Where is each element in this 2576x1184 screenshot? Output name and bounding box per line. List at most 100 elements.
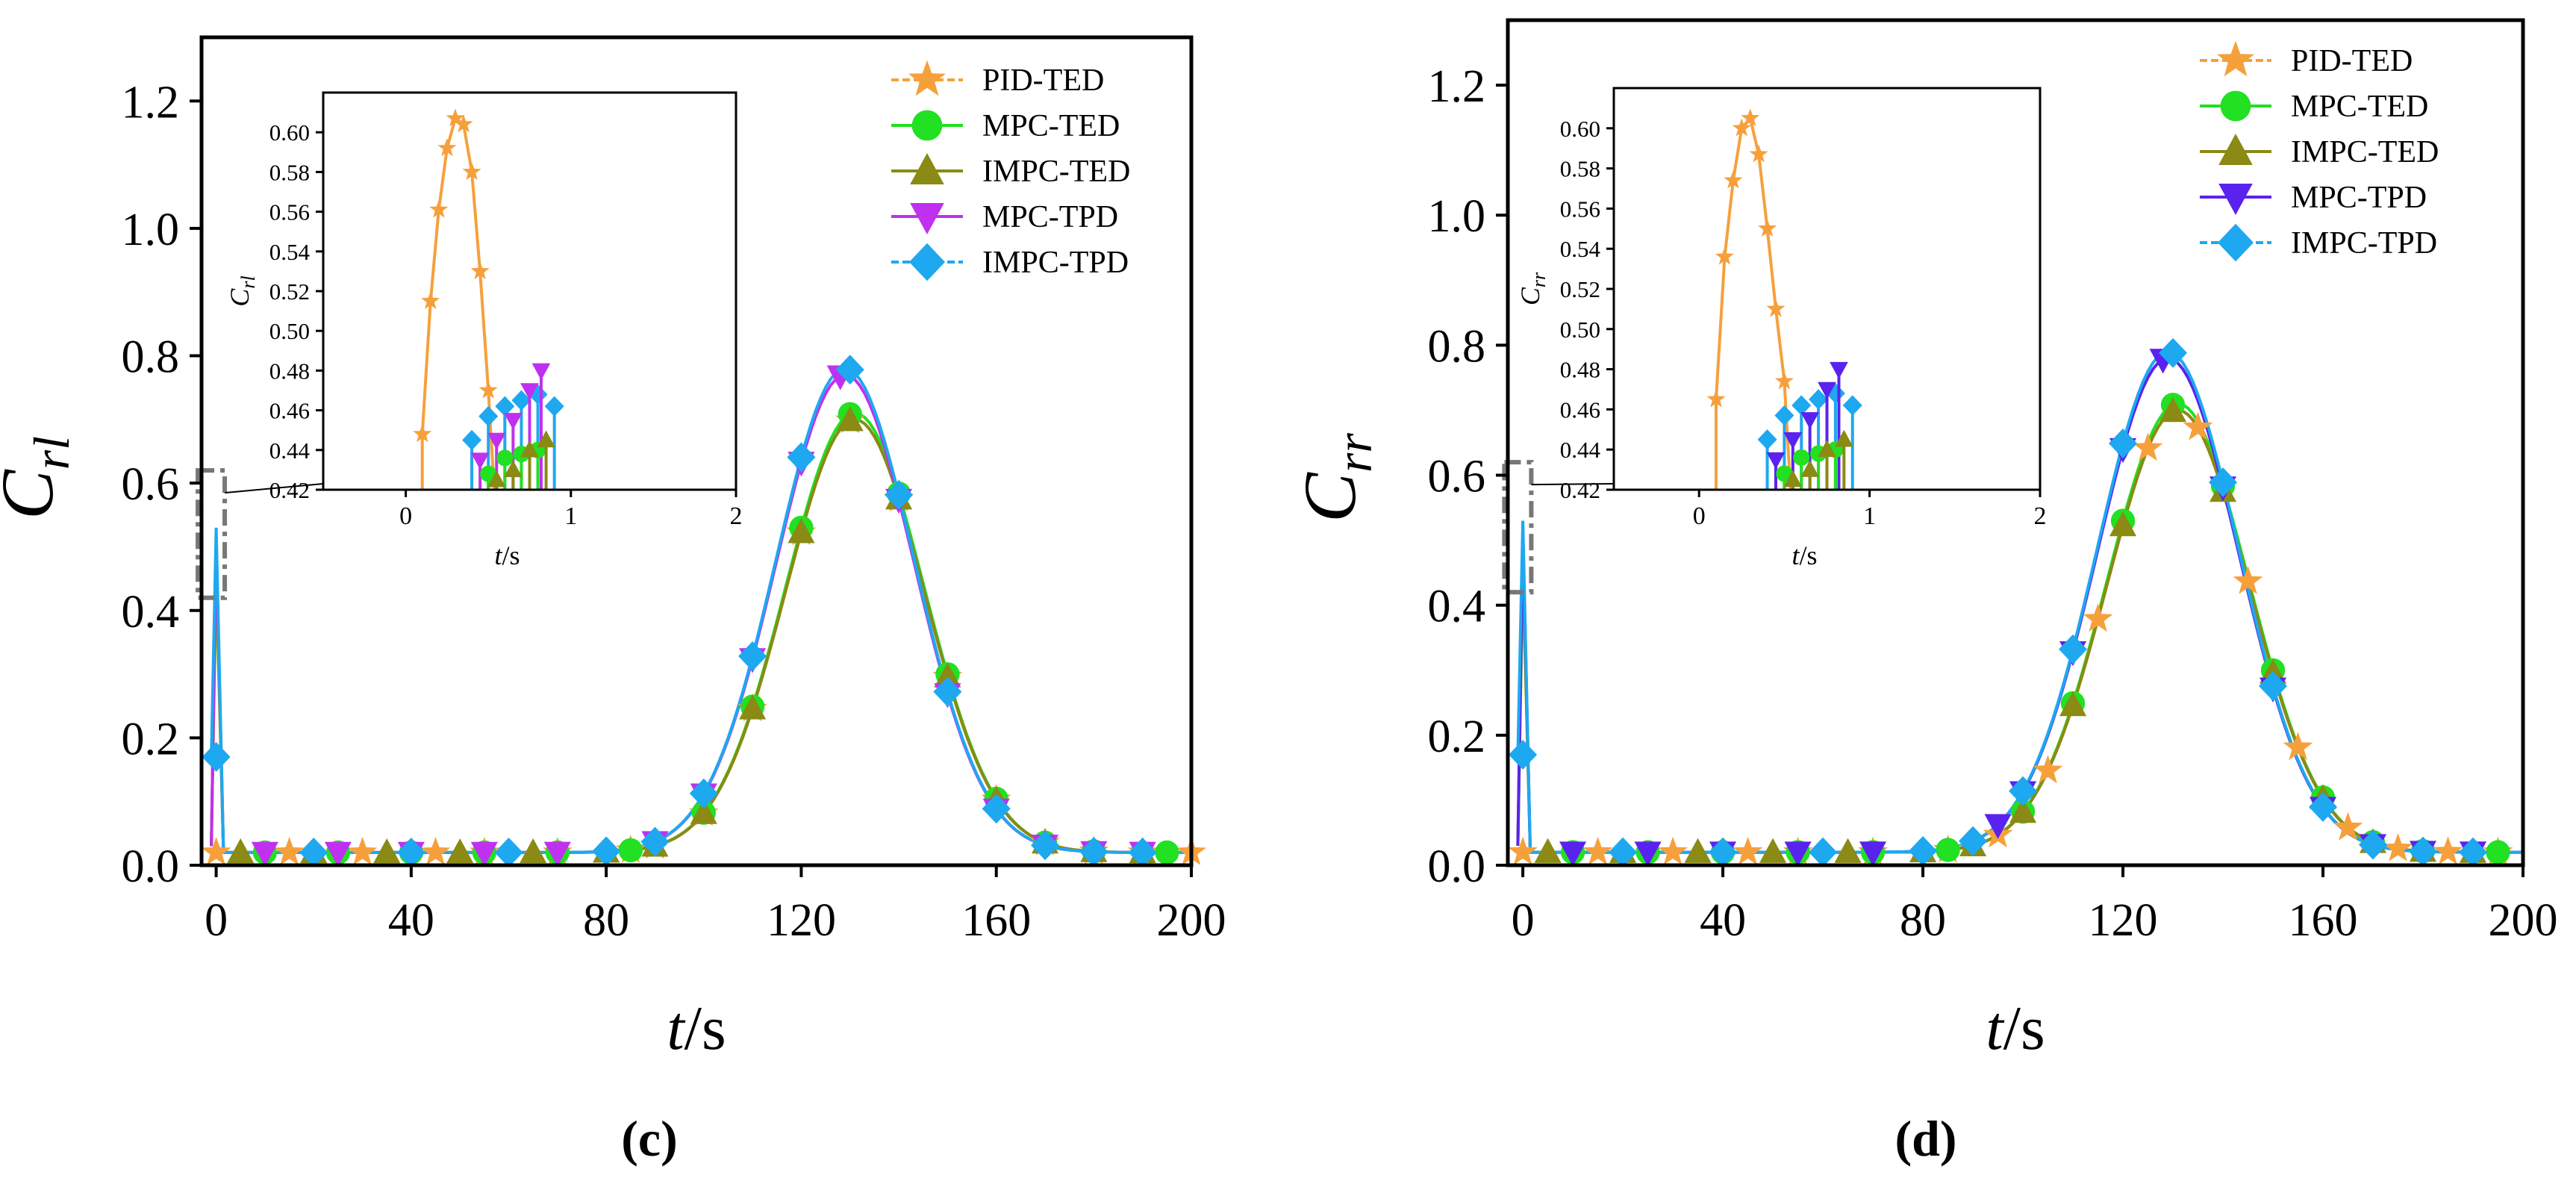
inset-point-impc-ted (504, 460, 523, 478)
inset-point-pid-ted (1774, 371, 1794, 390)
data-point-impc-tpd (738, 641, 767, 671)
inset-point-impc-tpd (495, 396, 515, 417)
x-axis-label-unit: /s (2003, 994, 2045, 1063)
legend-marker-impc-ted (2218, 134, 2253, 165)
inset-point-pid-ted (1758, 219, 1777, 237)
panel-label: (c) (621, 1110, 677, 1167)
data-point-pid-ted (1733, 836, 1763, 865)
y-tick-label: 0.0 (1428, 841, 1486, 892)
inset-point-mpc-ted (1793, 449, 1810, 467)
zoom-region-box (1502, 460, 1534, 595)
data-point-impc-tpd (689, 778, 718, 808)
inset-data (1706, 108, 1862, 490)
inset-y-tick-label: 0.56 (269, 199, 310, 225)
inset-point-impc-tpd (544, 396, 564, 417)
inset-point-mpc-tpd (531, 363, 551, 381)
inset-data (413, 108, 564, 490)
data-point-pid-ted (2133, 432, 2163, 461)
inset-x-tick-label: 0 (399, 502, 412, 530)
data-point-impc-ted (1684, 838, 1712, 863)
data-point-pid-ted (2083, 603, 2113, 632)
x-tick-label: 200 (2489, 895, 2558, 946)
data-point-pid-ted (420, 837, 451, 865)
inset-x-tick-label: 0 (1693, 502, 1706, 530)
inset-point-mpc-tpd (520, 383, 539, 400)
inset-point-pid-ted (421, 291, 440, 309)
data-point-impc-tpd (2359, 829, 2388, 860)
inset-point-pid-ted (437, 138, 457, 157)
inset-point-pid-ted (478, 380, 498, 399)
inset-y-tick-label: 0.46 (1560, 396, 1600, 423)
y-tick-label: 1.2 (122, 77, 180, 128)
data-point-mpc-tpd (470, 841, 498, 867)
data-point-mpc-tpd (543, 841, 571, 867)
x-axis-label: t/s (667, 994, 726, 1063)
inset-point-impc-ted (1818, 440, 1836, 457)
zoom-connector-line (224, 483, 324, 494)
data-point-impc-tpd (2309, 791, 2338, 822)
data-point-impc-tpd (1809, 837, 1838, 867)
inset-point-pid-ted (1715, 246, 1734, 265)
data-point-impc-tpd (787, 442, 816, 473)
data-point-impc-tpd (1909, 835, 1938, 866)
data-point-impc-ted (520, 838, 547, 864)
data-point-mpc-ted (2486, 840, 2510, 864)
data-point-impc-ted (227, 838, 255, 864)
data-point-impc-ted (934, 662, 961, 688)
y-tick-label: 0.8 (1428, 321, 1486, 372)
data-point-impc-tpd (2059, 634, 2088, 664)
x-tick-label: 80 (1900, 895, 1946, 946)
data-point-pid-ted (1658, 836, 1688, 865)
data-point-impc-ted (690, 799, 717, 824)
inset-point-impc-tpd (1791, 395, 1812, 416)
panel-d: 0 40 80 120 160 2000.00.20.40.60.81.01.2Crrt/… (1288, 18, 2558, 1167)
inset-point-pid-ted (470, 261, 490, 280)
legend-label-impc-tpd: IMPC-TPD (982, 246, 1129, 280)
data-point-impc-ted (2009, 798, 2037, 823)
data-point-impc-tpd (299, 837, 328, 867)
y-axis-label-subscript: rr (1326, 433, 1382, 473)
x-axis-label-unit: /s (684, 994, 726, 1063)
y-tick-label: 0.8 (122, 332, 180, 383)
y-tick-label: 0.6 (1428, 452, 1486, 502)
y-axis-label: Crl (0, 436, 80, 520)
data-point-impc-tpd (885, 479, 914, 510)
legend-marker-pid-ted (2216, 40, 2255, 77)
inset-point-impc-ted (537, 430, 555, 448)
legend-marker-impc-tpd (909, 243, 945, 281)
inset-y-tick-label: 0.42 (1560, 477, 1600, 503)
legend-marker-mpc-ted (2220, 90, 2251, 122)
data-point-pid-ted (201, 837, 231, 865)
inset-point-impc-ted (520, 440, 539, 458)
inset-x-label-variable: t (494, 540, 502, 570)
y-axis-label-variable: C (0, 469, 69, 520)
legend-marker-impc-ted (910, 153, 944, 184)
legend-marker-mpc-tpd (910, 203, 944, 234)
x-tick-label: 80 (583, 895, 629, 946)
inset-point-impc-tpd (1809, 389, 1829, 410)
inset-point-pid-ted (413, 424, 432, 443)
inset-point-mpc-tpd (1783, 432, 1803, 449)
x-tick-label: 160 (2289, 895, 2358, 946)
inset-point-mpc-tpd (470, 452, 490, 470)
legend-marker-mpc-tpd (2218, 184, 2253, 215)
inset-x-axis-label: t/s (494, 540, 520, 570)
inset-x-label-variable: t (1791, 540, 1800, 570)
data-point-impc-ted (2059, 691, 2087, 717)
y-tick-label: 0.2 (1428, 711, 1486, 762)
data-point-pid-ted (2433, 836, 2463, 865)
inset-x-label-unit: /s (502, 540, 520, 570)
x-tick-label: 40 (388, 895, 434, 946)
data-point-mpc-ted (1155, 840, 1179, 865)
data-point-impc-tpd (1959, 826, 1988, 856)
x-tick-label: 120 (767, 895, 836, 946)
inset-y-tick-label: 0.58 (269, 159, 310, 185)
plot-frame (1506, 18, 2525, 867)
inset-point-pid-ted (1749, 144, 1768, 163)
inset-y-axis-label: Crl (225, 275, 259, 306)
inset-point-pid-ted (1706, 389, 1726, 408)
inset-point-mpc-ted (496, 449, 514, 467)
inset-x-label-unit: /s (1800, 540, 1818, 570)
inset-y-tick-label: 0.44 (1560, 437, 1601, 463)
data-point-impc-tpd (2209, 467, 2238, 498)
